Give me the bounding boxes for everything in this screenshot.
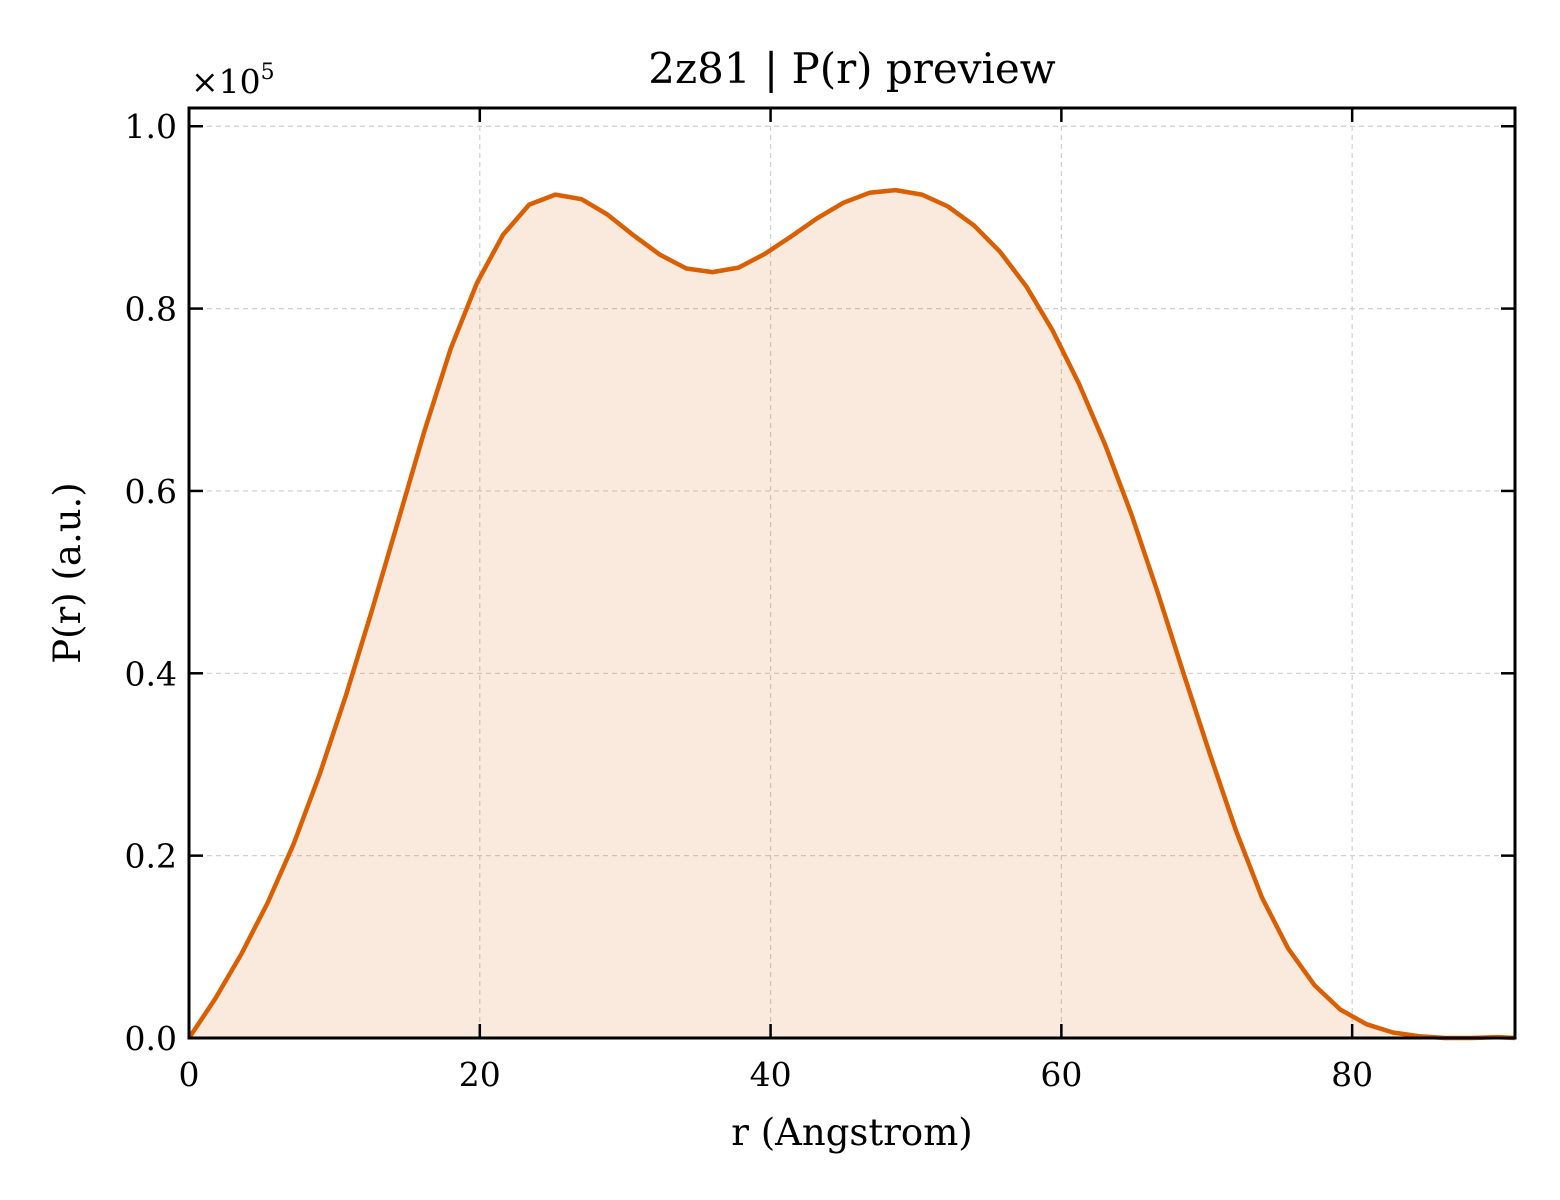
y-tick-label: 0.8	[125, 290, 177, 329]
x-tick-label: 60	[1040, 1055, 1082, 1094]
series-line	[187, 187, 1516, 1041]
plot-frame	[187, 106, 1517, 1040]
series-area-fill	[189, 190, 1515, 1039]
x-axis-label: r (Angstrom)	[731, 1111, 972, 1154]
x-tick-label: 40	[750, 1055, 792, 1094]
y-tick-label: 0.0	[125, 1019, 177, 1058]
chart-title: 2z81 | P(r) preview	[648, 44, 1055, 93]
x-tick-label: 20	[459, 1055, 501, 1094]
x-tick-label: 0	[179, 1055, 200, 1094]
grid-lines	[189, 108, 1515, 1038]
y-tick-label: 1.0	[125, 107, 177, 146]
y-axis-multiplier: ×105	[191, 60, 275, 101]
y-tick-label: 0.6	[125, 472, 177, 511]
x-tick-label: 80	[1331, 1055, 1373, 1094]
y-tick-label: 0.2	[125, 837, 177, 876]
x-axis: 0 20 40 60 80	[179, 108, 1373, 1094]
y-axis-label: P(r) (a.u.)	[46, 482, 89, 664]
y-axis: 0.0 0.2 0.4 0.6 0.8 1.0	[125, 107, 1515, 1058]
y-axis-multiplier-base: ×10	[191, 62, 261, 101]
y-tick-label: 0.4	[125, 654, 177, 693]
y-axis-multiplier-exponent: 5	[261, 60, 275, 85]
